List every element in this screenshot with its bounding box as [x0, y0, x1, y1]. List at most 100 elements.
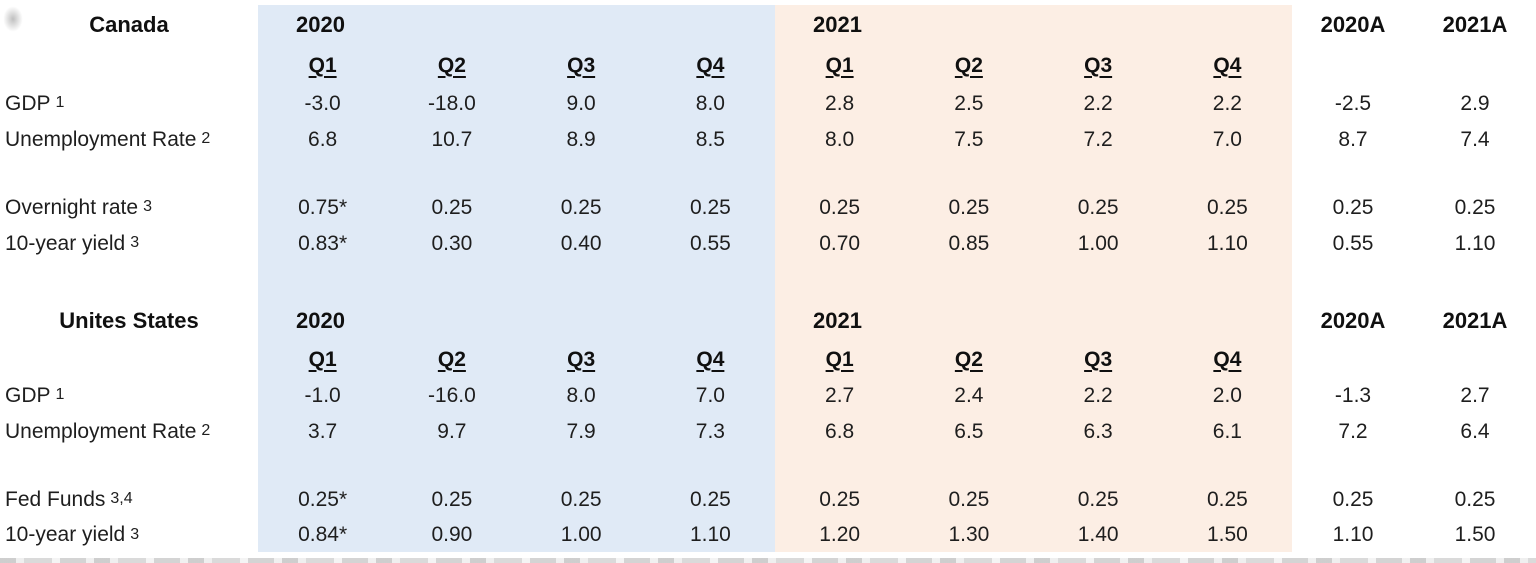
forecast-grid: Canada 2020 2021 2020A 2021A Q1 Q2 Q3 Q4 Q1 Q2 Q3 Q4…	[0, 5, 1536, 552]
value-cell: 0.25	[431, 487, 473, 511]
value-cell: 2.0	[1212, 383, 1242, 407]
value-cell: 7.0	[695, 383, 725, 407]
value-cell: 1.10	[689, 523, 731, 546]
band-2021-highlight	[775, 5, 1292, 552]
value-cell: 0.25	[1206, 487, 1248, 511]
value-cell: 0.25	[948, 487, 990, 511]
value-cell: 6.4	[1460, 419, 1490, 443]
value-cell: 0.25	[689, 195, 731, 219]
value-cell: 0.70	[819, 231, 861, 255]
value-cell: 1.10	[1454, 231, 1496, 255]
value-cell: 0.55	[1332, 231, 1374, 255]
row-label-text: Overnight rate	[5, 195, 139, 219]
value-cell: 8.0	[566, 383, 596, 407]
value-cell: 8.9	[566, 127, 596, 151]
row-label-text: Unemployment Rate	[5, 419, 197, 443]
value-cell: 0.90	[431, 523, 473, 546]
row-label-text: GDP	[5, 91, 51, 115]
value-cell: 1.20	[819, 523, 861, 546]
value-cell: 1.30	[948, 523, 990, 546]
value-cell: 0.25	[1206, 195, 1248, 219]
value-cell: 7.3	[695, 419, 725, 443]
value-cell: 0.25	[431, 195, 473, 219]
country-label: Canada	[89, 12, 169, 37]
row-label: GDP 1	[0, 85, 258, 121]
value-cell: 1.50	[1206, 523, 1248, 546]
value-cell: 0.84*	[298, 523, 348, 546]
value-cell: 0.25	[1077, 195, 1119, 219]
row-footnote: 3	[130, 525, 140, 543]
quarter-header: Q4	[1213, 347, 1242, 371]
quarter-header: Q2	[954, 347, 983, 371]
value-cell: -18.0	[427, 91, 476, 115]
value-cell: -3.0	[304, 91, 341, 115]
value-cell: 6.5	[954, 419, 984, 443]
year-2021-header: 2021	[813, 308, 862, 333]
annual-2020a-header: 2020A	[1320, 12, 1386, 37]
quarter-header: Q3	[1084, 347, 1113, 371]
value-cell: 0.55	[689, 231, 731, 255]
value-cell: 0.25	[560, 487, 602, 511]
year-2020-header: 2020	[296, 308, 345, 333]
quarter-header: Q1	[308, 53, 337, 77]
value-cell: 2.8	[825, 91, 855, 115]
value-cell: 1.10	[1332, 523, 1374, 546]
value-cell: 8.0	[825, 127, 855, 151]
value-cell: 1.50	[1454, 523, 1496, 546]
value-cell: 0.25	[689, 487, 731, 511]
quarter-header: Q4	[696, 53, 725, 77]
quarter-header: Q3	[567, 347, 596, 371]
value-cell: 1.00	[1077, 231, 1119, 255]
value-cell: 8.7	[1338, 127, 1368, 151]
annual-2021a-header: 2021A	[1442, 308, 1508, 333]
value-cell: 1.10	[1206, 231, 1248, 255]
row-label: Unemployment Rate 2	[0, 121, 258, 157]
quarter-header: Q3	[567, 53, 596, 77]
value-cell: 0.25	[1077, 487, 1119, 511]
row-label: 10-year yield 3	[0, 225, 258, 261]
quarter-header: Q4	[1213, 53, 1242, 77]
value-cell: 2.5	[954, 91, 984, 115]
value-cell: 1.00	[560, 523, 602, 546]
row-label: Overnight rate 3	[0, 189, 258, 225]
annual-2020a-header: 2020A	[1320, 308, 1386, 333]
row-footnote: 2	[201, 422, 211, 439]
value-cell: 0.25	[1454, 487, 1496, 511]
value-cell: -1.0	[304, 383, 341, 407]
quarter-header: Q3	[1084, 53, 1113, 77]
row-label: 10-year yield 3	[0, 517, 258, 552]
band-2020-highlight	[258, 5, 775, 552]
row-label-text: Fed Funds	[5, 487, 106, 511]
value-cell: 2.2	[1083, 383, 1113, 407]
value-cell: 0.25	[948, 195, 990, 219]
value-cell: -1.3	[1334, 383, 1372, 407]
value-cell: 3.7	[308, 419, 338, 443]
value-cell: 7.0	[1212, 127, 1242, 151]
value-cell: 0.25	[819, 195, 861, 219]
value-cell: 6.3	[1083, 419, 1113, 443]
quarter-header: Q1	[825, 53, 854, 77]
row-label-text: 10-year yield	[5, 523, 126, 546]
quarter-header: Q2	[437, 347, 466, 371]
quarter-header: Q1	[825, 347, 854, 371]
value-cell: 0.25	[1454, 195, 1496, 219]
row-label: Unemployment Rate 2	[0, 413, 258, 449]
row-footnote: 1	[55, 94, 65, 111]
value-cell: 10.7	[431, 127, 473, 151]
cropped-footnote-strip	[0, 558, 1536, 563]
value-cell: 2.7	[825, 383, 855, 407]
year-2020-header: 2020	[296, 12, 345, 37]
annual-2021a-header: 2021A	[1442, 12, 1508, 37]
value-cell: 2.2	[1083, 91, 1113, 115]
value-cell: 6.8	[308, 127, 338, 151]
row-label-text: 10-year yield	[5, 231, 126, 255]
value-cell: 0.25*	[298, 487, 348, 511]
value-cell: 2.4	[954, 383, 984, 407]
value-cell: 0.85	[948, 231, 990, 255]
row-label-text: GDP	[5, 383, 51, 407]
value-cell: 0.83*	[298, 231, 348, 255]
value-cell: 8.0	[695, 91, 725, 115]
row-footnote: 3	[143, 198, 152, 215]
year-2021-header: 2021	[813, 12, 862, 37]
